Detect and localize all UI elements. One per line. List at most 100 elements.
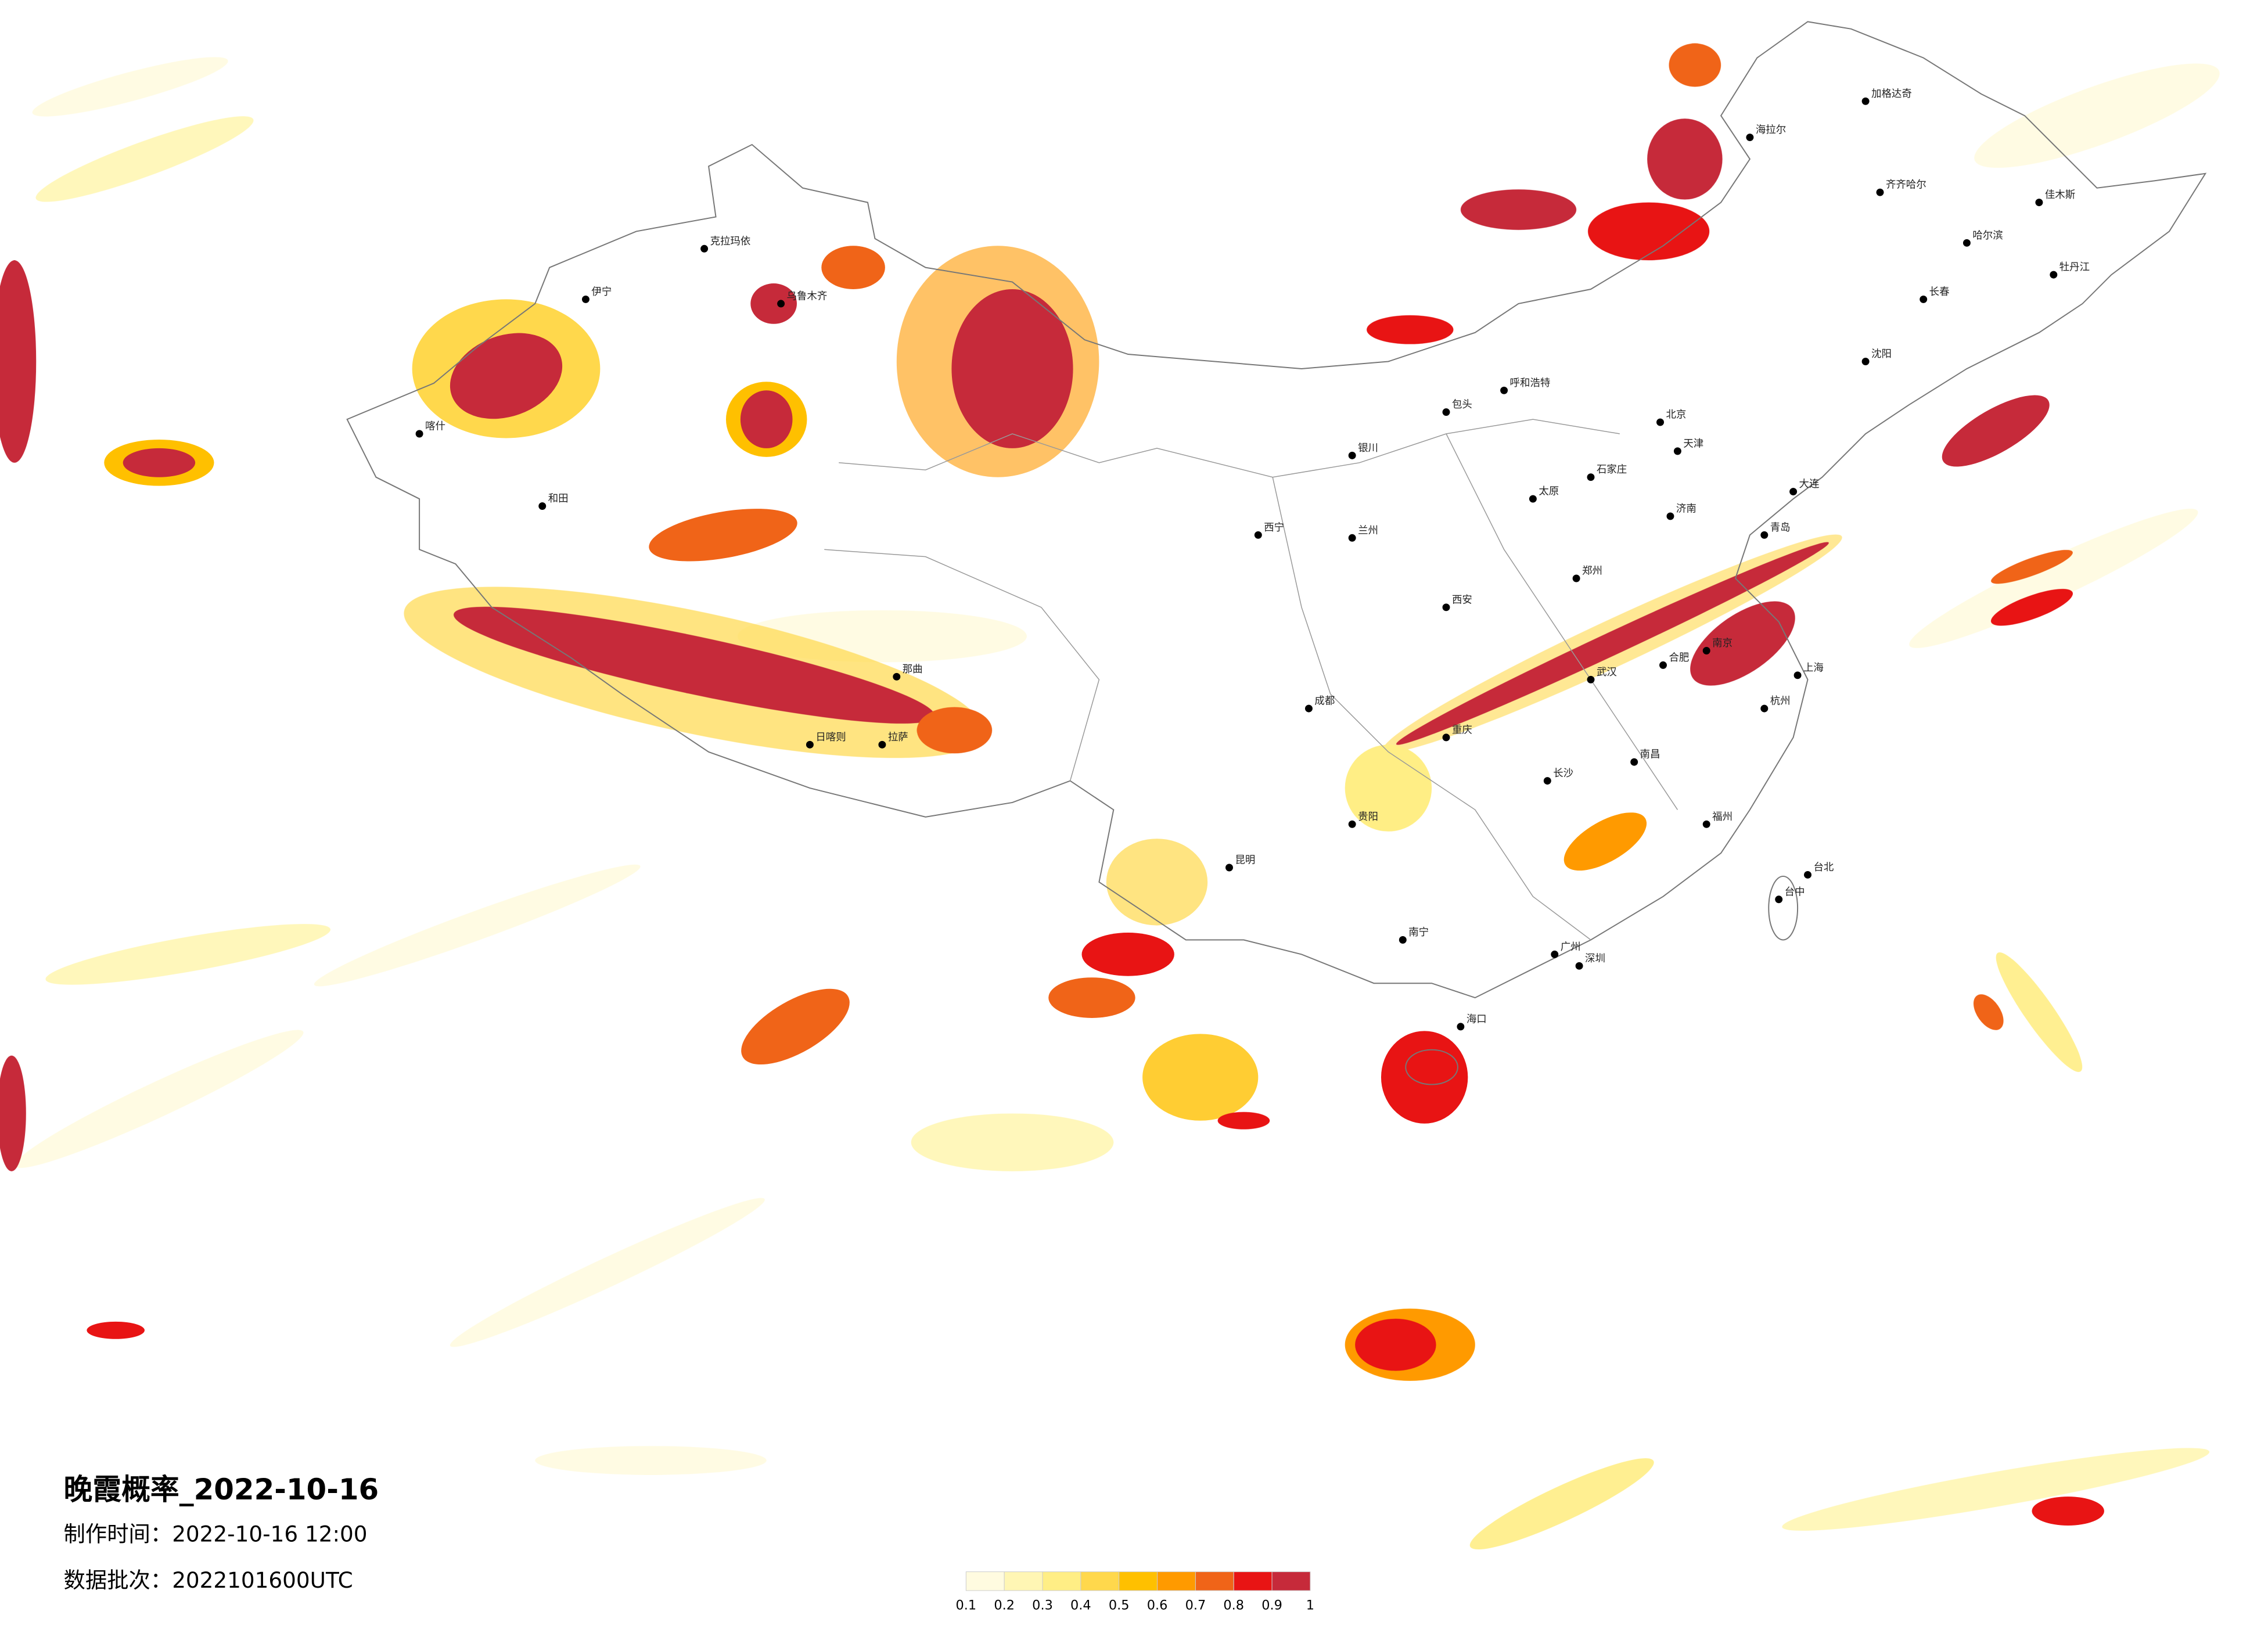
city-dot — [1304, 704, 1313, 713]
city-dot — [1702, 647, 1710, 654]
city-dot — [415, 430, 423, 438]
city-label: 济南 — [1676, 503, 1696, 515]
legend-tick-label: 0.5 — [1109, 1598, 1130, 1613]
city-label: 台中 — [1785, 886, 1805, 898]
legend-tick-label: 0.3 — [1032, 1598, 1053, 1613]
city-label: 重庆 — [1452, 724, 1472, 736]
city-label: 齐齐哈尔 — [1886, 179, 1926, 191]
city-dot — [1399, 936, 1407, 944]
legend-tick-label: 0.1 — [955, 1598, 976, 1613]
city-dot — [1529, 495, 1537, 503]
legend-tick-label: 0.7 — [1185, 1598, 1206, 1613]
city-dot — [1659, 661, 1667, 669]
legend-tick-label: 0.8 — [1223, 1598, 1244, 1613]
city-label: 沈阳 — [1871, 348, 1892, 360]
city-label: 兰州 — [1358, 525, 1378, 537]
city-dot — [1746, 134, 1754, 142]
legend-swatch — [1119, 1571, 1158, 1591]
legend-swatch — [1042, 1571, 1081, 1591]
city-label: 广州 — [1561, 941, 1581, 953]
city-dot — [806, 740, 814, 749]
legend-tick-label: 0.6 — [1147, 1598, 1168, 1613]
legend-swatch — [1195, 1571, 1234, 1591]
city-dot — [2035, 199, 2043, 207]
city-label: 牡丹江 — [2059, 262, 2090, 274]
city-label: 克拉玛依 — [710, 236, 751, 247]
city-layer: 北京天津上海广州深圳重庆成都武汉西安兰州拉萨乌鲁木齐哈尔滨长春沈阳呼和浩特昆明南… — [415, 88, 2090, 1031]
city-dot — [1861, 97, 1870, 105]
city-label: 大连 — [1799, 479, 1820, 490]
city-label: 佳木斯 — [2045, 189, 2075, 201]
city-dot — [1673, 447, 1681, 455]
city-dot — [538, 502, 547, 510]
city-dot — [1587, 675, 1595, 684]
city-dot — [1442, 603, 1450, 611]
city-dot — [1876, 188, 1884, 196]
city-dot — [1572, 574, 1580, 582]
city-dot — [700, 244, 709, 253]
city-dot — [1254, 531, 1262, 539]
city-label: 深圳 — [1585, 953, 1605, 965]
city-dot — [1348, 451, 1356, 459]
city-label: 福州 — [1712, 811, 1733, 823]
city-dot — [1804, 870, 1811, 879]
city-label: 郑州 — [1582, 566, 1602, 577]
city-label: 成都 — [1314, 696, 1335, 707]
city-label: 长春 — [1929, 286, 1950, 298]
city-dot — [2050, 271, 2058, 279]
city-dot — [1775, 895, 1783, 904]
city-dot — [1225, 864, 1233, 872]
production-time: 制作时间：2022-10-16 12:00 — [64, 1521, 368, 1546]
city-dot — [1861, 358, 1870, 365]
map-layer: 北京天津上海广州深圳重庆成都武汉西安兰州拉萨乌鲁木齐哈尔滨长春沈阳呼和浩特昆明南… — [0, 21, 2220, 1613]
city-dot — [1963, 239, 1971, 247]
city-dot — [1575, 962, 1583, 970]
city-label: 日喀则 — [815, 732, 846, 743]
city-label: 那曲 — [903, 664, 923, 675]
city-label: 海口 — [1467, 1013, 1487, 1025]
city-dot — [1442, 733, 1450, 742]
legend-tick-label: 0.4 — [1070, 1598, 1091, 1613]
city-dot — [1920, 295, 1928, 303]
city-dot — [1793, 671, 1802, 679]
city-label: 西宁 — [1264, 522, 1284, 534]
legend-swatch — [1157, 1571, 1196, 1591]
city-dot — [581, 295, 590, 303]
city-label: 南宁 — [1408, 927, 1429, 938]
city-dot — [1442, 408, 1450, 416]
city-label: 天津 — [1683, 438, 1703, 449]
legend-tick-label: 0.9 — [1261, 1598, 1282, 1613]
country-border — [346, 21, 2207, 1085]
city-label: 南京 — [1712, 638, 1733, 649]
city-dot — [1587, 473, 1595, 481]
city-dot — [1702, 820, 1710, 828]
city-label: 银川 — [1358, 443, 1378, 454]
city-label: 石家庄 — [1597, 464, 1627, 476]
city-dot — [893, 672, 901, 681]
city-label: 合肥 — [1669, 652, 1689, 664]
probability-field-high — [0, 43, 2104, 1526]
city-label: 青岛 — [1770, 522, 1791, 534]
city-dot — [1760, 704, 1769, 713]
city-label: 喀什 — [425, 421, 445, 433]
map-title: 晚霞概率_2022-10-16 — [64, 1473, 379, 1506]
city-label: 南昌 — [1640, 749, 1660, 761]
city-dot — [1789, 488, 1798, 496]
legend-swatch — [1233, 1571, 1273, 1591]
city-label: 包头 — [1452, 399, 1472, 411]
data-batch: 数据批次：2022101600UTC — [64, 1567, 353, 1593]
city-dot — [1348, 820, 1356, 828]
city-dot — [1760, 531, 1769, 539]
city-dot — [1348, 534, 1356, 542]
legend-tick-label: 1 — [1306, 1598, 1314, 1613]
city-label: 昆明 — [1235, 855, 1255, 866]
probability-field-low — [15, 57, 2220, 1550]
city-label: 呼和浩特 — [1510, 377, 1551, 389]
city-label: 上海 — [1803, 662, 1824, 674]
city-label: 加格达奇 — [1871, 88, 1912, 100]
city-label: 太原 — [1539, 486, 1559, 498]
city-label: 武汉 — [1597, 667, 1617, 678]
